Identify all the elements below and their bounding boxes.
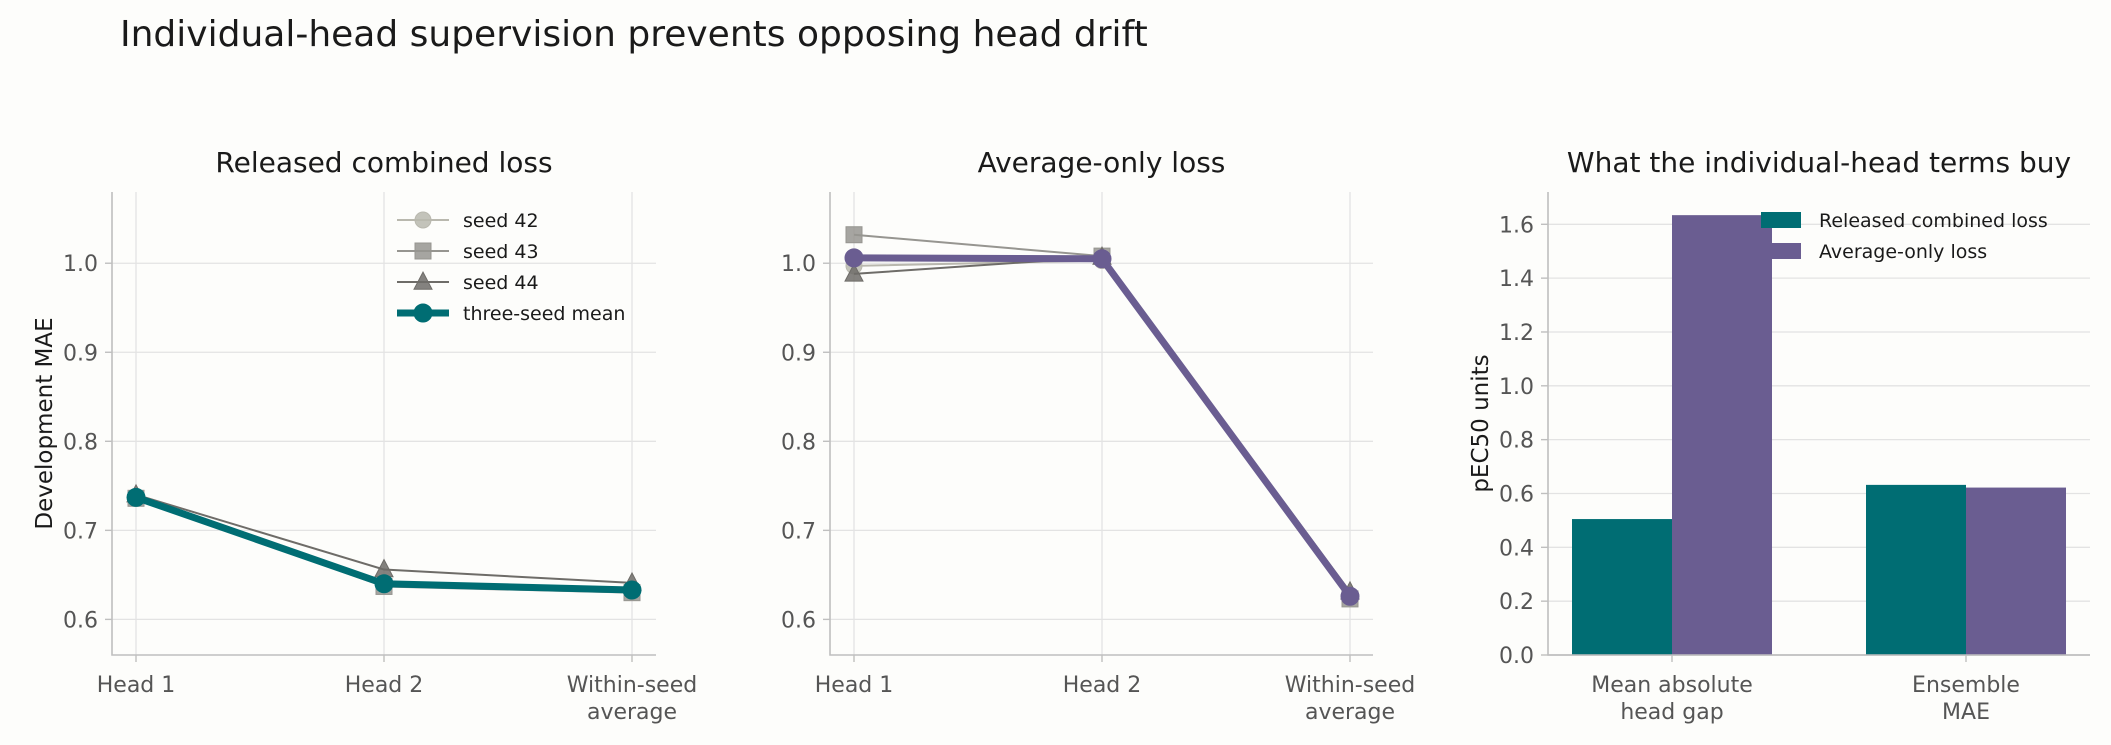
y-tick-label: 0.8 xyxy=(63,430,98,455)
x-tick-label: head gap xyxy=(1620,700,1723,725)
panel-title: Released combined loss xyxy=(215,146,552,179)
y-tick-label: 0.6 xyxy=(781,608,816,633)
y-tick-label: 0.7 xyxy=(63,519,98,544)
x-tick-label: average xyxy=(1305,700,1395,725)
legend-entry: three-seed mean xyxy=(397,303,625,325)
legend-label: three-seed mean xyxy=(463,303,625,325)
y-tick-label: 0.9 xyxy=(781,341,816,366)
legend-label: seed 44 xyxy=(463,272,539,294)
legend-swatch xyxy=(1761,212,1801,228)
panel-released-combined-loss: 0.6 0.7 0.8 0.9 1.0 Head 1 Head 2 Within-seedav… xyxy=(32,146,697,725)
legend-entry: Average-only loss xyxy=(1761,241,1987,263)
series-three-seed-mean xyxy=(844,248,1360,606)
bar xyxy=(1866,484,1966,655)
legend-marker xyxy=(414,242,432,260)
axes-spine xyxy=(829,192,1373,656)
legend-entry: seed 42 xyxy=(397,210,539,232)
data-point xyxy=(126,487,146,507)
legend-entry: seed 43 xyxy=(397,241,539,263)
panel-individual-head-terms: 0.0 0.2 0.4 0.6 0.8 1.0 1.2 1.4 1.6 Mean absolute… xyxy=(1468,146,2090,725)
legend-entry: Released combined loss xyxy=(1761,210,2048,232)
panel-title: Average-only loss xyxy=(978,146,1226,179)
y-tick-label: 1.0 xyxy=(63,252,98,277)
y-tick-label: 0.8 xyxy=(781,430,816,455)
x-tick-label: Mean absolute xyxy=(1591,673,1753,698)
panel-average-only-loss: 0.6 0.7 0.8 0.9 1.0 Head 1 Head 2 Within-seedav… xyxy=(781,146,1415,725)
legend-marker xyxy=(413,271,433,290)
figure-title: Individual-head supervision prevents opp… xyxy=(120,14,1148,55)
data-point xyxy=(1092,249,1112,269)
legend-marker xyxy=(414,211,432,229)
y-tick-label: 1.6 xyxy=(1499,213,1534,238)
bar xyxy=(1672,215,1772,655)
x-tick-label: Ensemble xyxy=(1912,673,2020,698)
y-tick-label: 0.0 xyxy=(1499,644,1534,669)
data-point xyxy=(1340,586,1360,606)
y-tick-label: 0.2 xyxy=(1499,590,1534,615)
y-tick-label: 1.4 xyxy=(1499,267,1534,292)
y-tick-label: 0.4 xyxy=(1499,536,1534,561)
legend-label: seed 42 xyxy=(463,210,539,232)
y-tick-label: 0.8 xyxy=(1499,429,1534,454)
legend-entry: seed 44 xyxy=(397,271,539,294)
legend-marker xyxy=(413,303,433,323)
y-tick-label: 0.7 xyxy=(781,519,816,544)
data-point xyxy=(374,574,394,594)
legend-label: Released combined loss xyxy=(1819,210,2048,232)
panel-title: What the individual-head terms buy xyxy=(1567,146,2071,179)
x-tick-label: Head 1 xyxy=(97,673,176,698)
axes-spine xyxy=(111,192,656,656)
y-tick-label: 1.2 xyxy=(1499,321,1534,346)
data-point xyxy=(622,580,642,600)
data-point xyxy=(844,248,864,268)
y-axis-label: pEC50 units xyxy=(1468,354,1494,492)
y-axis-label: Development MAE xyxy=(32,317,58,529)
x-tick-label: Head 2 xyxy=(1063,673,1142,698)
y-tick-label: 1.0 xyxy=(781,252,816,277)
x-tick-label: MAE xyxy=(1942,700,1990,725)
y-tick-label: 0.6 xyxy=(1499,482,1534,507)
y-tick-label: 0.9 xyxy=(63,341,98,366)
legend-label: seed 43 xyxy=(463,241,539,263)
data-point xyxy=(845,226,863,244)
data-point xyxy=(844,262,864,282)
y-tick-label: 1.0 xyxy=(1499,375,1534,400)
legend-label: Average-only loss xyxy=(1819,241,1987,263)
series-three-seed-mean xyxy=(126,487,642,600)
series-average-only-loss xyxy=(1672,215,2066,655)
bar xyxy=(1572,519,1672,655)
x-tick-label: Within-seed xyxy=(567,673,697,698)
y-tick-label: 0.6 xyxy=(63,608,98,633)
legend-swatch xyxy=(1761,243,1801,259)
x-tick-label: Head 1 xyxy=(815,673,894,698)
bar xyxy=(1966,487,2066,655)
series-released-combined-loss xyxy=(1572,484,1966,655)
x-tick-label: average xyxy=(587,700,677,725)
x-tick-label: Head 2 xyxy=(345,673,424,698)
x-tick-label: Within-seed xyxy=(1285,673,1415,698)
